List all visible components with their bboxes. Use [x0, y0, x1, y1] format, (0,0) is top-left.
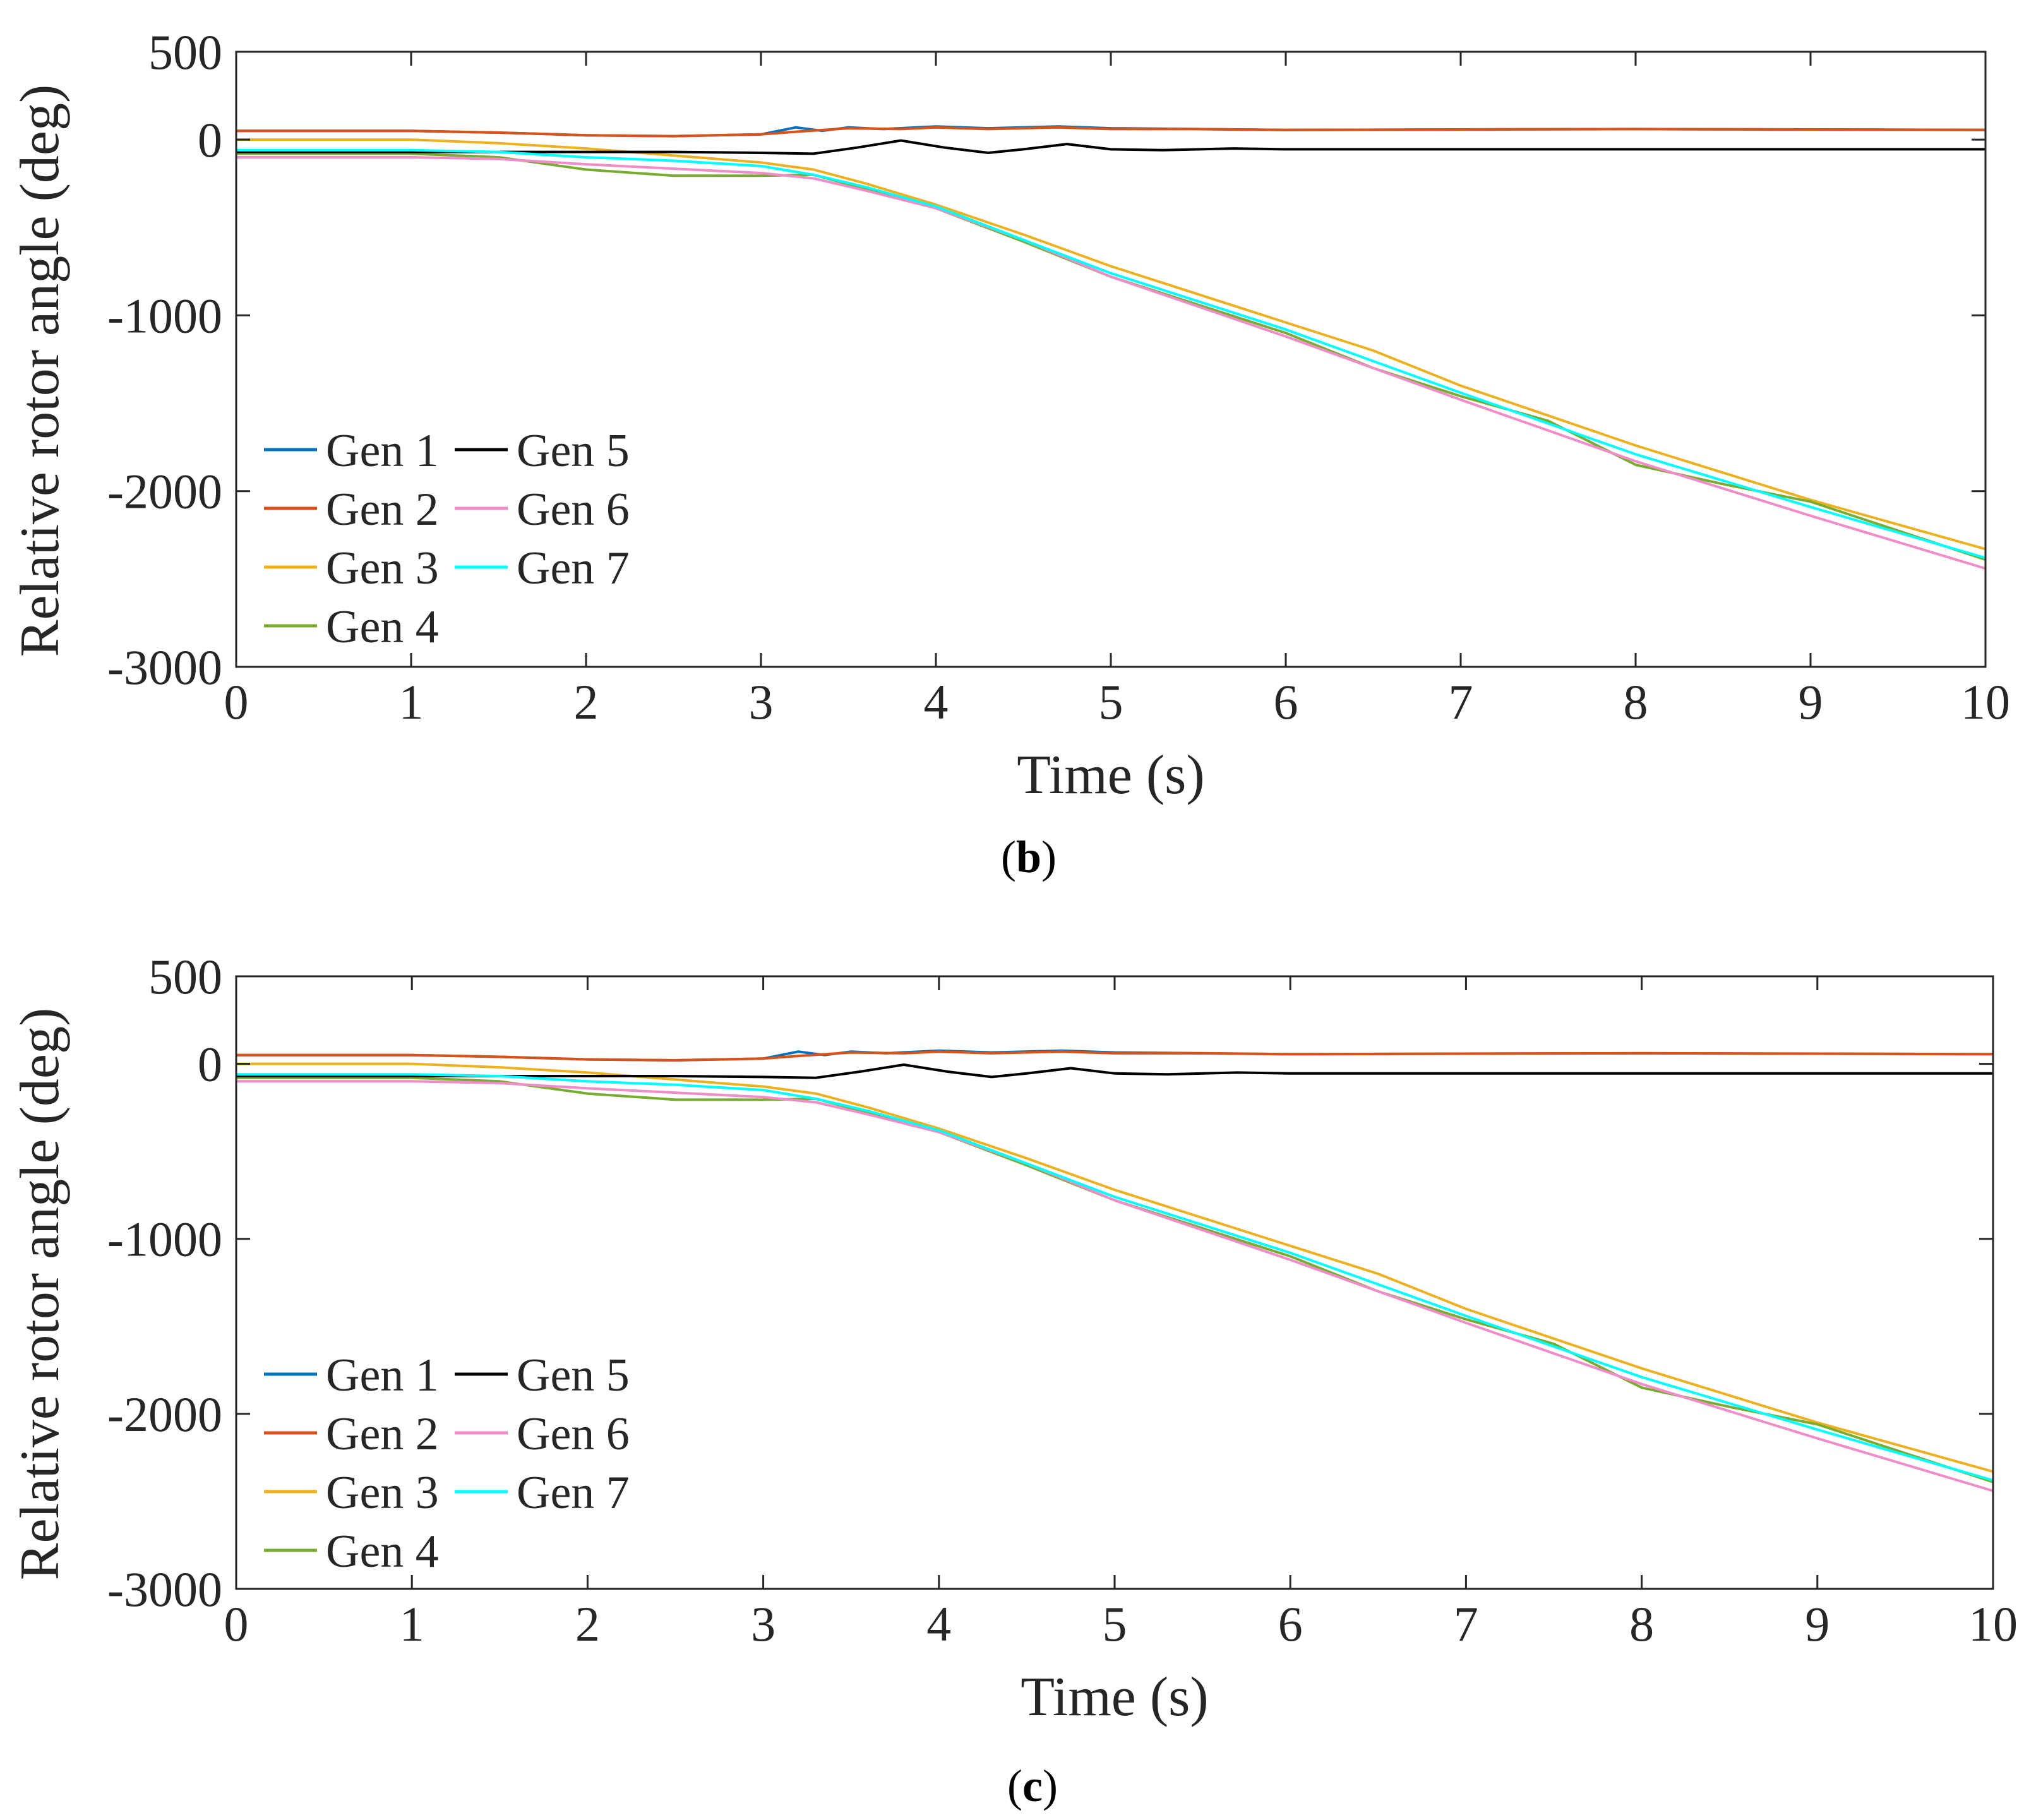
legend-label: Gen 4 [326, 1526, 439, 1578]
x-tick-label: 0 [224, 674, 249, 729]
x-tick-label: 1 [399, 674, 424, 729]
legend-label: Gen 3 [326, 542, 439, 594]
x-tick-label: 8 [1624, 674, 1648, 729]
legend-item-gen-4: Gen 4 [264, 601, 439, 653]
legend-item-gen-7: Gen 7 [455, 542, 630, 594]
y-tick-label: -1000 [107, 288, 222, 343]
legend-label: Gen 3 [326, 1467, 439, 1519]
legend-item-gen-2: Gen 2 [264, 484, 439, 536]
x-tick-label: 7 [1454, 1596, 1478, 1651]
x-tick-label: 10 [1961, 674, 2010, 729]
x-tick-label: 4 [924, 674, 949, 729]
legend: Gen 1 Gen 2 Gen 3 Gen 4 Gen 5 Gen 6 Gen 7 [264, 1350, 630, 1578]
y-tick-label: 0 [198, 1037, 222, 1092]
legend-label: Gen 5 [517, 425, 630, 477]
legend: Gen 1 Gen 2 Gen 3 Gen 4 Gen 5 Gen 6 Gen 7 [264, 425, 630, 653]
panel-caption: (b) [1001, 832, 1057, 882]
y-tick-label: -3000 [107, 1562, 222, 1617]
series-line-gen-6 [236, 1080, 1993, 1492]
legend-item-gen-1: Gen 1 [264, 1350, 439, 1401]
y-tick-label: 0 [198, 112, 222, 167]
series-line-gen-7 [236, 1073, 1993, 1482]
x-tick-label: 5 [1103, 1596, 1127, 1651]
series-line-gen-4 [236, 1076, 1993, 1483]
x-tick-label: 8 [1629, 1596, 1654, 1651]
legend-label: Gen 1 [326, 425, 439, 477]
y-tick-label: -2000 [107, 464, 222, 519]
y-axis-label: Relative rotor angle (deg) [9, 85, 71, 657]
legend-label: Gen 5 [517, 1350, 630, 1401]
series-line-gen-2 [236, 1050, 1993, 1062]
series-line-gen-3 [236, 1062, 1993, 1473]
chart-panel-c: 0 1 2 3 4 5 6 7 8 9 10 500 0 -1000 -2000 -3000 Time (s) R… [9, 949, 2018, 1811]
x-tick-label: 7 [1449, 674, 1473, 729]
caption-letter: c [1022, 1761, 1043, 1811]
y-tick-label: -1000 [107, 1212, 222, 1267]
y-tick-label: 500 [148, 949, 222, 1004]
series-lines [236, 125, 1985, 570]
x-tick-label: 10 [1968, 1596, 2018, 1651]
series-line-gen-2 [236, 126, 1985, 138]
series-line-gen-4 [236, 152, 1985, 561]
x-tick-label: 2 [574, 674, 599, 729]
x-axis-label: Time (s) [1017, 745, 1204, 806]
legend-label: Gen 1 [326, 1350, 439, 1401]
series-line-gen-7 [236, 148, 1985, 560]
caption-letter: b [1016, 832, 1041, 882]
legend-item-gen-4: Gen 4 [264, 1526, 439, 1578]
legend-item-gen-7: Gen 7 [455, 1467, 630, 1519]
y-tick-label: 500 [148, 25, 222, 80]
chart-panel-b: 0 1 2 3 4 5 6 7 8 9 10 500 0 -1000 -2000 -3000 Time (s) R… [9, 25, 2010, 882]
x-tick-label: 0 [224, 1596, 249, 1651]
legend-label: Gen 6 [517, 484, 630, 536]
caption-open: ( [1007, 1761, 1022, 1811]
x-tick-label: 9 [1805, 1596, 1829, 1651]
caption-open: ( [1001, 832, 1016, 882]
legend-item-gen-5: Gen 5 [455, 1350, 630, 1401]
x-tick-label: 2 [575, 1596, 600, 1651]
legend-label: Gen 7 [517, 542, 630, 594]
x-tick-label: 5 [1099, 674, 1123, 729]
legend-item-gen-3: Gen 3 [264, 1467, 439, 1519]
x-tick-label: 9 [1799, 674, 1823, 729]
caption-close: ) [1041, 832, 1057, 882]
x-tick-label: 1 [400, 1596, 424, 1651]
y-tick-label: -2000 [107, 1387, 222, 1442]
legend-item-gen-3: Gen 3 [264, 542, 439, 594]
series-line-gen-3 [236, 138, 1985, 551]
series-line-gen-6 [236, 156, 1985, 570]
series-lines [236, 1049, 1993, 1492]
legend-item-gen-6: Gen 6 [455, 484, 630, 536]
y-tick-label: -3000 [107, 640, 222, 695]
x-tick-label: 6 [1278, 1596, 1303, 1651]
x-tick-label: 6 [1274, 674, 1298, 729]
caption-close: ) [1043, 1761, 1058, 1811]
series-line-gen-5 [236, 1063, 1993, 1079]
x-axis-label: Time (s) [1021, 1667, 1208, 1728]
legend-item-gen-1: Gen 1 [264, 425, 439, 477]
legend-label: Gen 4 [326, 601, 439, 653]
legend-label: Gen 7 [517, 1467, 630, 1519]
legend-label: Gen 2 [326, 1408, 439, 1460]
legend-label: Gen 6 [517, 1408, 630, 1460]
panel-caption: (c) [1007, 1761, 1058, 1811]
legend-label: Gen 2 [326, 484, 439, 536]
y-axis-label: Relative rotor angle (deg) [9, 1008, 71, 1581]
legend-item-gen-6: Gen 6 [455, 1408, 630, 1460]
legend-item-gen-2: Gen 2 [264, 1408, 439, 1460]
x-tick-label: 4 [926, 1596, 951, 1651]
legend-item-gen-5: Gen 5 [455, 425, 630, 477]
series-line-gen-5 [236, 139, 1985, 155]
x-tick-label: 3 [751, 1596, 775, 1651]
x-tick-label: 3 [749, 674, 774, 729]
